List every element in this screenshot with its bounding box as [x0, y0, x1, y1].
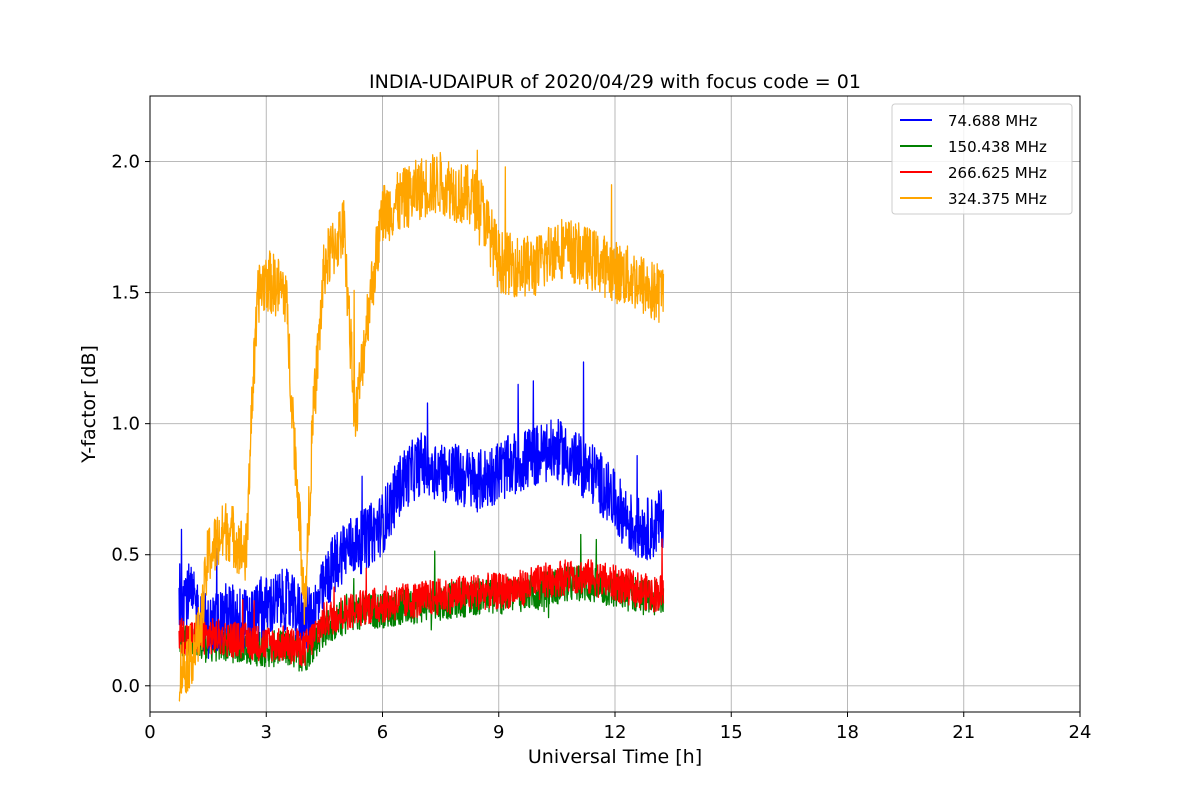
- y-axis-label: Y-factor [dB]: [78, 345, 100, 464]
- x-tick-label: 6: [377, 722, 388, 743]
- legend-box: [891, 103, 1073, 215]
- x-tick-label: 3: [261, 722, 272, 743]
- chart-title: INDIA-UDAIPUR of 2020/04/29 with focus c…: [369, 71, 861, 93]
- y-tick-label: 0.5: [111, 545, 140, 566]
- y-tick-label: 0.0: [111, 676, 140, 697]
- x-tick-label: 0: [144, 722, 155, 743]
- series-line-3: [178, 149, 665, 702]
- legend-entry-1: 150.438 MHz: [948, 138, 1047, 156]
- x-tick-label: 15: [720, 722, 743, 743]
- x-tick-label: 12: [604, 722, 627, 743]
- x-axis: 0 3 6 9 12 15 18 21 24: [144, 712, 1091, 743]
- x-tick-label: 18: [836, 722, 859, 743]
- plot-area: [178, 149, 665, 702]
- legend-entry-0: 74.688 MHz: [948, 112, 1037, 130]
- y-axis: 0.0 0.5 1.0 1.5 2.0: [111, 152, 150, 697]
- y-tick-label: 1.0: [111, 414, 140, 435]
- x-tick-label: 24: [1069, 722, 1092, 743]
- x-tick-label: 21: [952, 722, 975, 743]
- legend-entry-3: 324.375 MHz: [948, 190, 1047, 208]
- legend: 74.688 MHz 150.438 MHz 266.625 MHz 324.375 …: [891, 103, 1073, 215]
- legend-entry-2: 266.625 MHz: [948, 164, 1047, 182]
- x-axis-label: Universal Time [h]: [528, 746, 702, 768]
- series-lines: [178, 149, 665, 702]
- series-line-0: [178, 361, 665, 660]
- y-tick-label: 1.5: [111, 283, 140, 304]
- x-tick-label: 9: [493, 722, 504, 743]
- series-line-2: [178, 538, 665, 667]
- y-tick-label: 2.0: [111, 152, 140, 173]
